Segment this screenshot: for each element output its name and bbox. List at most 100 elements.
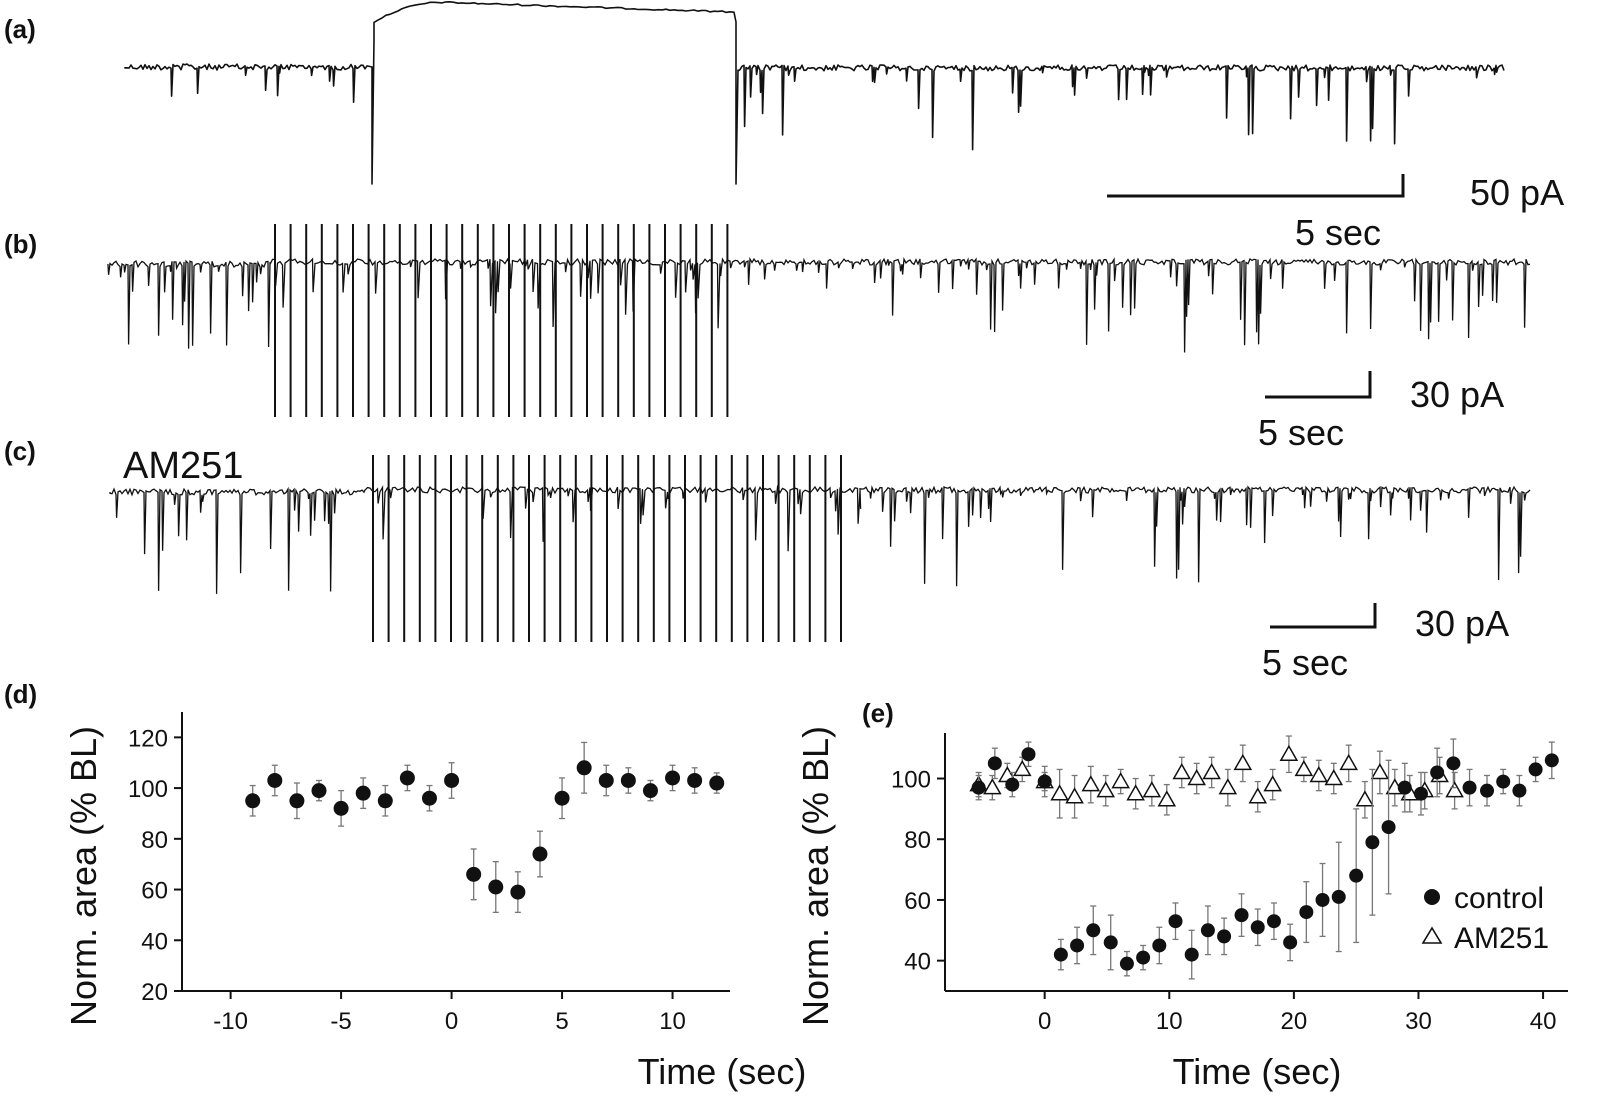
scalebar-b: 30 pA 5 sec	[1258, 371, 1504, 453]
data-point	[1309, 765, 1329, 783]
data-point	[1202, 762, 1221, 780]
data-point	[532, 846, 548, 862]
data-point	[1126, 784, 1145, 801]
data-point	[421, 790, 437, 806]
data-point	[1142, 781, 1162, 798]
data-point	[1370, 762, 1390, 780]
y-tick-label: 80	[141, 827, 168, 854]
data-point	[1218, 778, 1238, 795]
chart-d: Time (sec) Norm. area (% BL) -10 -5 0 5 10 20…	[63, 712, 806, 1092]
data-point	[1512, 783, 1527, 798]
y-tick-label: 20	[141, 979, 168, 1006]
stimulus-artifacts-c	[372, 455, 842, 642]
panel-b-label: (b)	[4, 229, 37, 259]
data-point	[1544, 753, 1559, 768]
stimulus-artifacts-b	[274, 224, 729, 417]
data-point	[1445, 781, 1464, 798]
y-tick-label: 80	[904, 827, 931, 854]
data-point	[554, 790, 570, 806]
data-point	[642, 783, 658, 799]
data-point	[289, 793, 305, 809]
data-point	[377, 793, 393, 809]
y-tick-label: 100	[128, 776, 168, 803]
data-point	[983, 778, 1002, 795]
x-tick-label: 0	[1038, 1008, 1051, 1035]
chart-e: Time (sec) Norm. area (% BL) control AM2…	[795, 726, 1568, 1092]
data-point	[1279, 744, 1299, 761]
x-tick-label: 5	[555, 1008, 568, 1035]
data-point	[1168, 914, 1183, 929]
legend-control-label: control	[1454, 882, 1544, 915]
y-tick-label: 40	[904, 949, 931, 976]
data-point	[267, 772, 283, 788]
data-point	[1037, 774, 1052, 789]
data-point	[1096, 781, 1116, 798]
x-tick-label: 30	[1405, 1008, 1432, 1035]
chart-e-ylabel: Norm. area (% BL)	[795, 726, 836, 1026]
data-point	[488, 879, 504, 895]
data-point	[1021, 747, 1036, 762]
data-point	[1172, 762, 1192, 780]
data-point	[1136, 950, 1151, 965]
legend-am251-marker	[1421, 926, 1443, 944]
legend-control-marker	[1424, 889, 1440, 905]
y-tick-label: 60	[904, 888, 931, 915]
data-point	[687, 772, 703, 788]
x-tick-label: 20	[1281, 1008, 1308, 1035]
data-point	[1430, 765, 1445, 780]
panel-c-label: (c)	[4, 436, 36, 466]
data-point	[1355, 790, 1375, 807]
data-point	[576, 760, 592, 776]
data-point	[1184, 947, 1199, 962]
trace-b	[107, 256, 1531, 353]
data-point	[1324, 769, 1344, 786]
data-point	[510, 884, 526, 900]
scalebar-b-time: 5 sec	[1258, 412, 1344, 453]
scalebar-b-amplitude: 30 pA	[1410, 374, 1504, 415]
chart-d-xlabel: Time (sec)	[638, 1051, 807, 1092]
data-point	[444, 772, 460, 788]
x-tick-label: 0	[445, 1008, 458, 1035]
x-tick-label: -10	[213, 1008, 248, 1035]
data-point	[333, 800, 349, 816]
x-tick-label: 10	[659, 1008, 686, 1035]
data-point	[1070, 938, 1085, 953]
chart-e-xlabel: Time (sec)	[1173, 1051, 1342, 1092]
data-point	[1111, 772, 1130, 789]
data-point	[1365, 835, 1380, 850]
chart-d-ylabel: Norm. area (% BL)	[63, 726, 104, 1026]
data-point	[1263, 775, 1282, 792]
data-point	[1050, 784, 1069, 801]
data-point	[1217, 929, 1232, 944]
data-point	[1157, 790, 1177, 807]
data-point	[1200, 923, 1215, 938]
data-point	[1528, 762, 1543, 777]
data-point	[1294, 759, 1314, 777]
data-point	[1349, 868, 1364, 883]
am251-label: AM251	[123, 445, 243, 487]
data-point	[1331, 889, 1346, 904]
y-tick-label: 40	[141, 928, 168, 955]
data-point	[987, 756, 1002, 771]
trace-c	[109, 484, 1531, 594]
panel-e-label: (e)	[862, 698, 894, 728]
data-point	[1397, 780, 1412, 795]
data-point	[1266, 914, 1281, 929]
data-point	[1480, 783, 1495, 798]
data-point	[971, 780, 986, 795]
data-point	[1283, 935, 1298, 950]
scalebar-a-time: 5 sec	[1295, 212, 1381, 253]
scalebar-a-amplitude: 50 pA	[1470, 172, 1564, 213]
scalebar-c: 30 pA 5 sec	[1262, 603, 1509, 683]
data-point	[1053, 947, 1068, 962]
data-point	[355, 785, 371, 801]
panel-d-label: (d)	[4, 679, 37, 709]
x-tick-label: -5	[330, 1008, 351, 1035]
data-point	[709, 775, 725, 791]
trace-a	[124, 1, 1505, 185]
data-point	[1315, 892, 1330, 907]
data-point	[1446, 756, 1461, 771]
data-point	[1496, 774, 1511, 789]
data-point	[1081, 775, 1101, 792]
